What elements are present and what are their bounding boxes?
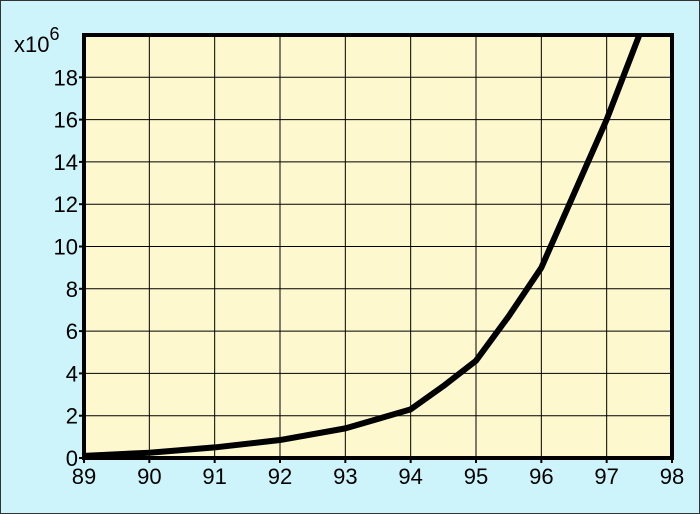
y-multiplier: x106	[14, 24, 60, 57]
x-tick-label: 92	[268, 464, 292, 489]
y-tick-label: 4	[66, 361, 78, 386]
y-tick-label: 0	[66, 446, 78, 471]
y-tick-label: 10	[54, 235, 78, 260]
x-tick-label: 91	[202, 464, 226, 489]
y-tick-label: 2	[66, 404, 78, 429]
y-multiplier-exponent: 6	[49, 24, 59, 44]
y-tick-label: 8	[66, 277, 78, 302]
x-tick-label: 96	[529, 464, 553, 489]
y-tick-label: 6	[66, 319, 78, 344]
x-tick-label: 93	[333, 464, 357, 489]
y-tick-label: 12	[54, 192, 78, 217]
y-tick-label: 18	[54, 65, 78, 90]
x-tick-label: 98	[660, 464, 684, 489]
x-tick-label: 90	[137, 464, 161, 489]
y-tick-label: 16	[54, 108, 78, 133]
x-tick-label: 94	[398, 464, 422, 489]
x-tick-label: 97	[594, 464, 618, 489]
x-tick-label: 95	[464, 464, 488, 489]
y-tick-label: 14	[54, 150, 78, 175]
y-multiplier-base: x10	[14, 32, 49, 57]
x-tick-label: 89	[72, 464, 96, 489]
data-line	[84, 35, 643, 458]
